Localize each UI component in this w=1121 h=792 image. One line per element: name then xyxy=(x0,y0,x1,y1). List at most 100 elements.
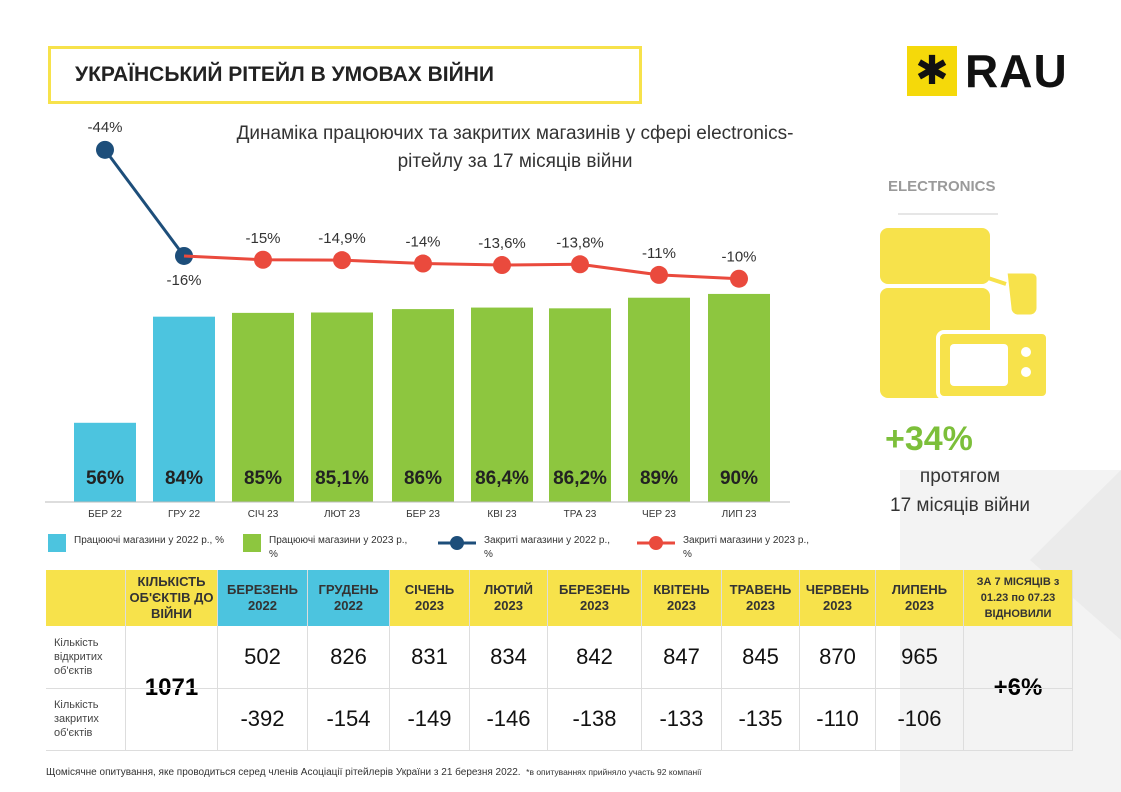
bar-label: 86% xyxy=(404,468,442,489)
legend-line-marker xyxy=(438,536,476,550)
bar xyxy=(153,316,215,502)
chart-title: Динаміка працюючих та закритих магазинів… xyxy=(236,123,794,172)
x-tick-label: СІЧ 23 xyxy=(248,509,279,520)
header-prewar: КІЛЬКІСТЬ ОБ'ЄКТІВ ДО ВІЙНИ xyxy=(126,570,218,626)
point-label: -16% xyxy=(166,272,201,289)
row-divider xyxy=(46,750,1073,751)
closed-count: -135 xyxy=(722,688,800,750)
rau-logo: ✱ RAU xyxy=(907,44,1068,98)
line-point xyxy=(730,269,748,288)
closed-count: -138 xyxy=(548,688,642,750)
line-point xyxy=(96,140,114,159)
x-tick-label: БЕР 23 xyxy=(406,509,440,520)
closed-count: -106 xyxy=(876,688,964,750)
legend-label: Працюючі магазини у 2022 р., % xyxy=(74,535,224,546)
closed-count: -154 xyxy=(308,688,390,750)
footer-footnote: *в опитуваннях прийняло участь 92 компан… xyxy=(526,767,702,777)
bar xyxy=(628,297,690,502)
line-point xyxy=(414,254,432,273)
appliances-icon xyxy=(880,213,1050,400)
bar-label: 89% xyxy=(640,468,678,489)
line-point xyxy=(650,265,668,284)
legend-swatch xyxy=(48,534,66,552)
open-count: 831 xyxy=(390,626,470,688)
open-count: 826 xyxy=(308,626,390,688)
x-tick-label: ЛИП 23 xyxy=(722,509,757,520)
legend-label: Працюючі магазини у 2023 р., % xyxy=(269,535,408,560)
x-tick-label: КВІ 23 xyxy=(487,509,517,520)
line-point xyxy=(333,251,351,270)
line-point xyxy=(571,255,589,274)
table-corner xyxy=(46,570,126,626)
bar xyxy=(471,307,533,502)
header-month: БЕРЕЗЕНЬ 2023 xyxy=(548,570,642,626)
legend-item: Закриті магазини у 2023 р., % xyxy=(637,534,817,562)
point-label: -14,9% xyxy=(318,230,366,247)
growth-percent: +34% xyxy=(885,420,973,458)
point-label: -13,8% xyxy=(556,234,604,251)
point-label: -11% xyxy=(642,245,676,262)
header-month: ТРАВЕНЬ 2023 xyxy=(722,570,800,626)
star-icon: ✱ xyxy=(907,46,957,96)
bar xyxy=(708,293,770,502)
bar-label: 85,1% xyxy=(315,468,369,489)
header-month: СІЧЕНЬ 2023 xyxy=(390,570,470,626)
x-tick-label: ГРУ 22 xyxy=(168,509,201,520)
chart: 56% 84% 85% 85,1% 86% 86,4% 86,2% 89% 90% БЕР 22 Г… xyxy=(45,119,790,520)
bar-label: 90% xyxy=(720,468,758,489)
x-tick-label: БЕР 22 xyxy=(88,509,122,520)
header-month: ЛЮТИЙ 2023 xyxy=(470,570,548,626)
growth-caption: протягом 17 місяців війни xyxy=(870,462,1050,520)
row-divider xyxy=(46,688,1073,689)
legend-item: Працюючі магазини у 2022 р., % xyxy=(48,534,238,552)
bar xyxy=(232,312,294,502)
point-label: -13,6% xyxy=(478,235,526,252)
legend-line-marker xyxy=(637,536,675,550)
bar-label: 85% xyxy=(244,468,282,489)
point-label: -44% xyxy=(87,119,122,136)
open-count: 870 xyxy=(800,626,876,688)
footer-note: Щомісячне опитування, яке проводиться се… xyxy=(46,767,701,778)
header-month: ЛИПЕНЬ 2023 xyxy=(876,570,964,626)
closed-count: -392 xyxy=(218,688,308,750)
line-point xyxy=(493,256,511,275)
bar-label: 86,2% xyxy=(553,468,607,489)
header-month: БЕРЕЗЕНЬ 2022 xyxy=(218,570,308,626)
open-count: 847 xyxy=(642,626,722,688)
header-month: ГРУДЕНЬ 2022 xyxy=(308,570,390,626)
legend-swatch xyxy=(243,534,261,552)
bar-label: 84% xyxy=(165,468,203,489)
row-label-closed: Кількість закритих об'єктів xyxy=(46,688,126,750)
legend-label: Закриті магазини у 2023 р., % xyxy=(683,535,809,560)
point-label: -14% xyxy=(405,234,440,251)
bar xyxy=(392,309,454,502)
bar xyxy=(311,312,373,502)
bar xyxy=(74,422,136,502)
bar-label: 56% xyxy=(86,468,124,489)
open-count: 502 xyxy=(218,626,308,688)
open-count: 842 xyxy=(548,626,642,688)
point-label: -10% xyxy=(721,249,756,266)
x-tick-label: ЧЕР 23 xyxy=(642,509,676,520)
x-tick-label: ТРА 23 xyxy=(564,509,597,520)
closed-count: -110 xyxy=(800,688,876,750)
closed-count: -149 xyxy=(390,688,470,750)
bar xyxy=(549,308,611,502)
line-series xyxy=(103,148,186,257)
bar-label: 86,4% xyxy=(475,468,529,489)
stats-table: КІЛЬКІСТЬ ОБ'ЄКТІВ ДО ВІЙНИ БЕРЕЗЕНЬ 2022… xyxy=(46,570,1073,751)
caption-line: 17 місяців війни xyxy=(890,495,1030,516)
header-recovered: ЗА 7 МІСЯЦІВ з 01.23 по 07.23 ВІДНОВИЛИ xyxy=(964,570,1073,626)
legend-item: Закриті магазини у 2022 р., % xyxy=(438,534,618,562)
header-month: КВІТЕНЬ 2023 xyxy=(642,570,722,626)
legend-item: Працюючі магазини у 2023 р., % xyxy=(243,534,413,562)
open-count: 834 xyxy=(470,626,548,688)
closed-count: -133 xyxy=(642,688,722,750)
logo-text: RAU xyxy=(965,45,1068,97)
caption-line: протягом xyxy=(919,466,1001,487)
page-title: УКРАЇНСЬКИЙ РІТЕЙЛ В УМОВАХ ВІЙНИ xyxy=(48,46,642,104)
closed-count: -146 xyxy=(470,688,548,750)
footer-text: Щомісячне опитування, яке проводиться се… xyxy=(46,767,521,778)
open-count: 845 xyxy=(722,626,800,688)
